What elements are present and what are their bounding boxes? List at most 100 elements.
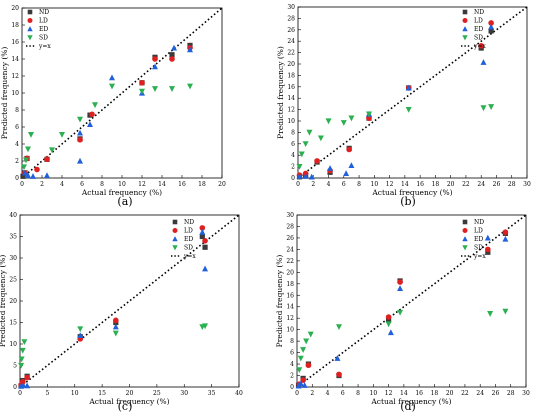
x-tick-label: 0 <box>296 181 300 188</box>
point-ed <box>20 382 27 388</box>
panel-d: 0 2 4 6 8 10 12 14 16 18 20 22 24 26 28 300246810121416… <box>275 212 530 413</box>
point-ld <box>346 146 352 153</box>
y-tick-label: 18 <box>11 22 19 29</box>
y-tick-label: 10 <box>287 118 295 125</box>
point-ed <box>199 229 206 235</box>
point-sd <box>139 88 145 95</box>
point-ed <box>187 46 193 53</box>
y-tick-label: 2 <box>15 158 19 165</box>
y-tick-label: 20 <box>11 5 19 12</box>
x-tick-label: 30 <box>523 181 531 188</box>
legend-marker-nd <box>172 219 178 225</box>
legend-marker-sd <box>462 35 468 41</box>
y-tick-label: 6 <box>290 350 294 357</box>
point-sd <box>202 323 209 330</box>
point-sd <box>365 111 372 118</box>
x-tick-label: 6 <box>342 181 346 188</box>
y-tick-label: 26 <box>286 235 294 242</box>
point-sd <box>340 120 347 126</box>
legend-marker-ld <box>462 18 468 23</box>
point-ed <box>308 173 315 180</box>
point-ed <box>77 332 84 338</box>
y-tick-label: 6 <box>15 124 19 131</box>
y-tick-label: 22 <box>286 258 294 265</box>
legend-label: LD <box>184 228 193 235</box>
y-tick-label: 12 <box>287 107 295 114</box>
legend-label: ND <box>184 219 194 226</box>
panel-caption: (d) <box>400 400 416 413</box>
y-tick-label: 18 <box>286 281 294 288</box>
point-sd <box>23 157 29 164</box>
y-tick-label: 0 <box>290 384 294 391</box>
x-tick-label: 20 <box>218 181 226 188</box>
point-ld <box>34 166 40 173</box>
legend-label: SD <box>39 35 48 42</box>
x-tick-label: 22 <box>462 181 470 188</box>
x-axis-label: Actual frequency (%) <box>371 188 452 197</box>
point-sd <box>487 311 494 317</box>
legend-marker-sd <box>172 245 178 251</box>
point-ld <box>44 156 50 163</box>
point-ed <box>327 165 334 171</box>
x-tick-label: 2 <box>310 390 314 397</box>
identity-line <box>296 214 527 388</box>
y-tick-label: 2 <box>290 373 294 380</box>
point-ld <box>199 225 206 231</box>
y-axis-label: Predicted frequency (%) <box>0 255 7 348</box>
point-ld <box>397 279 403 285</box>
x-axis-label: Actual frequency (%) <box>88 397 169 406</box>
y-tick-label: 0 <box>291 175 295 182</box>
point-ed <box>109 74 115 81</box>
point-ld <box>113 317 119 324</box>
y-tick-label: 10 <box>11 90 19 97</box>
point-sd <box>21 339 28 346</box>
point-sd <box>300 347 307 353</box>
legend-label: y=x <box>38 43 51 50</box>
y-tick-label: 12 <box>11 73 19 80</box>
x-tick-label: 15 <box>98 390 106 397</box>
x-tick-label: 14 <box>158 181 166 188</box>
x-tick-label: 26 <box>493 181 501 188</box>
y-tick-label: 30 <box>286 212 294 219</box>
y-tick-label: 6 <box>291 141 295 148</box>
x-tick-label: 35 <box>208 390 216 397</box>
y-tick-label: 20 <box>287 61 295 68</box>
point-ld <box>19 379 26 385</box>
point-sd <box>109 83 115 90</box>
point-sd <box>59 132 65 138</box>
point-sd <box>385 321 392 328</box>
panel-caption: (c) <box>118 400 133 413</box>
point-ed <box>387 329 394 336</box>
point-sd <box>480 105 487 112</box>
point-ld <box>305 362 312 369</box>
x-tick-label: 12 <box>386 181 394 188</box>
legend-label: ED <box>474 26 483 33</box>
point-sd <box>488 104 495 110</box>
x-tick-label: 0 <box>18 390 22 397</box>
point-sd <box>306 129 313 136</box>
x-tick-label: 10 <box>371 181 379 188</box>
legend-marker-nd <box>27 9 33 15</box>
y-tick-label: 22 <box>287 50 295 57</box>
x-tick-label: 24 <box>476 390 484 397</box>
legend-marker-ld <box>462 228 468 233</box>
y-tick-label: 26 <box>287 27 295 34</box>
x-tick-label: 18 <box>198 181 206 188</box>
point-sd <box>19 347 26 354</box>
panel-a: 0 2 4 6 8 10 12 14 16 18 20 0 2 4 6 8 10 12 14 16 18 20 Actual… <box>0 5 226 208</box>
identity-line <box>19 214 240 388</box>
x-tick-label: 12 <box>138 181 146 188</box>
point-ed <box>302 173 309 179</box>
y-tick-label: 0 <box>15 175 19 182</box>
x-tick-label: 4 <box>60 181 64 188</box>
point-nd <box>202 244 208 250</box>
point-nd <box>485 249 491 255</box>
point-sd <box>296 164 303 170</box>
point-ld <box>152 56 158 62</box>
point-sd <box>335 324 342 330</box>
y-tick-label: 12 <box>286 315 294 322</box>
point-ld <box>77 136 83 143</box>
y-tick-label: 28 <box>287 15 295 22</box>
